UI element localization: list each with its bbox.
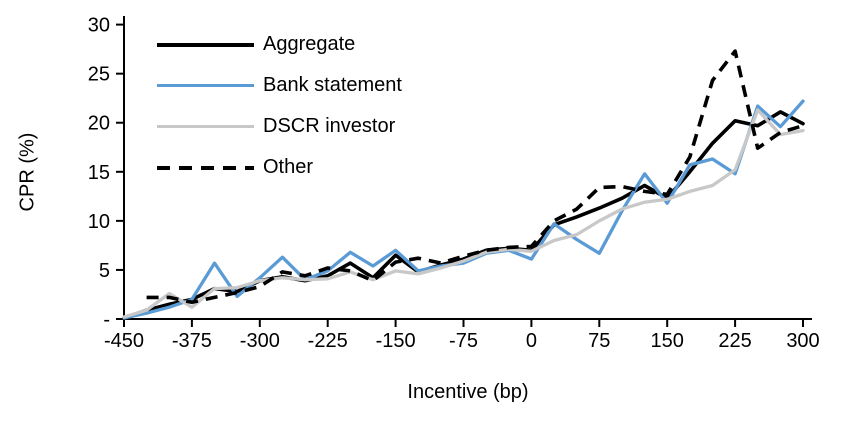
x-axis-title: Incentive (bp) (407, 381, 529, 403)
legend-swatch-other (157, 165, 254, 170)
y-tick-label: 5 (99, 260, 110, 282)
x-tick-label: 0 (526, 330, 537, 352)
y-tick-label: 30 (88, 15, 110, 37)
y-tick-label: 25 (88, 64, 110, 86)
legend-swatch-bank-statement (157, 84, 254, 87)
legend-item-bank-statement: Bank statement (157, 65, 402, 106)
x-tick-label: 225 (718, 330, 751, 352)
y-axis-title: CPR (%) (16, 132, 39, 212)
legend-item-dscr-investor: DSCR investor (157, 106, 402, 147)
y-tick-label: 10 (88, 211, 110, 233)
x-tick-label: -225 (308, 330, 348, 352)
legend-item-other: Other (157, 147, 402, 188)
series-aggregate (122, 110, 805, 320)
legend: Aggregate Bank statement DSCR investor O… (157, 24, 402, 188)
x-tick-label: -150 (376, 330, 416, 352)
y-tick-label: 15 (88, 162, 110, 184)
x-tick-label: 75 (588, 330, 610, 352)
series-other (146, 49, 804, 305)
legend-swatch-dscr-investor (157, 125, 254, 128)
legend-swatch-aggregate (157, 42, 254, 47)
legend-label: Other (263, 156, 314, 178)
x-tick-label: -450 (104, 330, 144, 352)
legend-label: Bank statement (263, 74, 402, 96)
legend-item-aggregate: Aggregate (157, 24, 402, 65)
series-bank-statement (122, 99, 805, 320)
legend-label: Aggregate (263, 33, 356, 55)
x-tick-label: -300 (240, 330, 280, 352)
x-tick-label: 150 (651, 330, 684, 352)
y-tick-label: 20 (88, 113, 110, 135)
series-dscr-investor (122, 108, 805, 319)
x-tick-label: -375 (172, 330, 212, 352)
y-tick-label: - (103, 309, 110, 331)
x-tick-label: 300 (786, 330, 819, 352)
legend-label: DSCR investor (263, 115, 396, 137)
x-tick-label: -75 (449, 330, 478, 352)
